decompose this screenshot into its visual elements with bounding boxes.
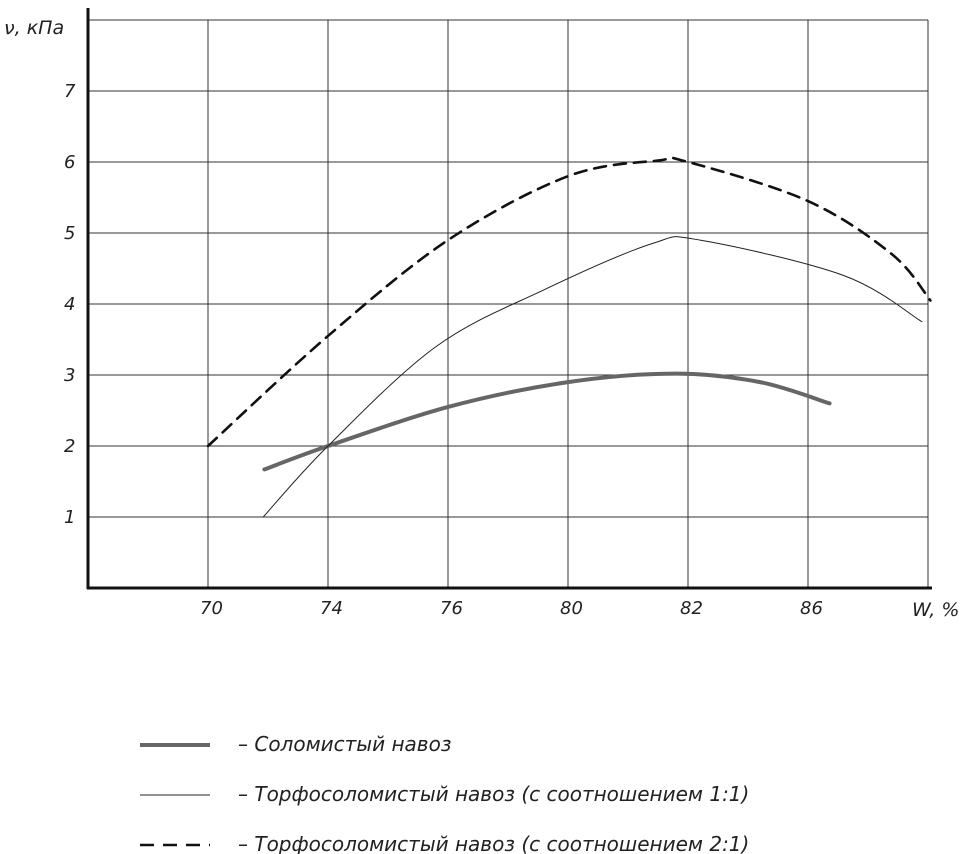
y-tick-label: 4 (64, 294, 75, 315)
series-line-1 (262, 371, 832, 472)
x-tick-labels: 70 74 76 80 82 86 (200, 598, 823, 619)
y-tick-label: 6 (64, 152, 75, 173)
y-tick-label: 7 (64, 81, 76, 102)
y-tick-label: 1 (64, 507, 75, 528)
axes (86, 8, 932, 590)
legend-label-3: – Торфосоломистый навоз (с соотношением … (238, 832, 749, 854)
series-line-2 (262, 236, 923, 518)
y-tick-label: 5 (64, 223, 75, 244)
legend-label-2: – Торфосоломистый навоз (с соотношением … (238, 782, 749, 806)
x-tick-label: 70 (200, 598, 223, 619)
series-lines (206, 156, 932, 518)
legend-label-1: – Соломистый навоз (238, 732, 451, 756)
x-tick-label: 82 (680, 598, 703, 619)
x-axis-label: W, % (912, 599, 959, 621)
y-tick-label: 3 (64, 365, 75, 386)
legend: – Соломистый навоз – Торфосоломистый наво… (140, 732, 749, 854)
series-line-3 (206, 156, 932, 448)
x-tick-label: 86 (800, 598, 823, 619)
grid (88, 19, 929, 588)
y-tick-labels: 1 2 3 4 5 6 7 (64, 81, 76, 528)
x-tick-label: 74 (320, 598, 343, 619)
x-tick-label: 80 (560, 598, 583, 619)
y-axis-label: ν, кПа (4, 17, 64, 39)
y-tick-label: 2 (64, 436, 75, 457)
x-tick-label: 76 (440, 598, 463, 619)
